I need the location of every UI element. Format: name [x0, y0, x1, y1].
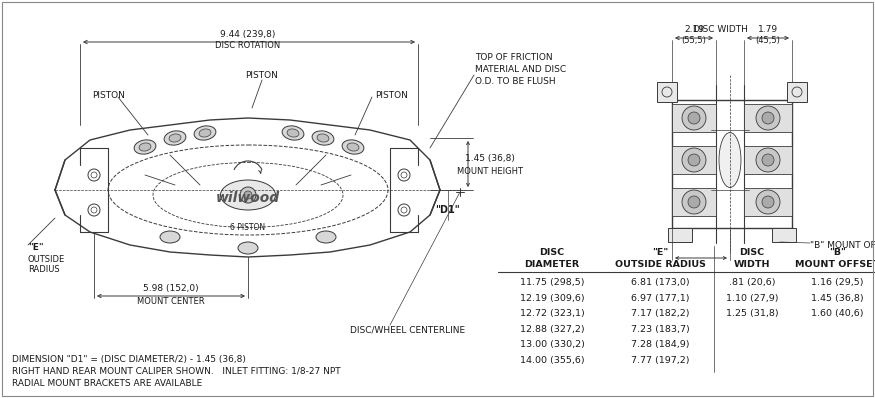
- Ellipse shape: [287, 129, 299, 137]
- Text: OUTSIDE RADIUS: OUTSIDE RADIUS: [614, 260, 705, 269]
- Text: "E": "E": [652, 248, 668, 257]
- Circle shape: [240, 187, 256, 203]
- Text: 1.25 (31,8): 1.25 (31,8): [725, 309, 779, 318]
- Circle shape: [756, 148, 780, 172]
- Text: PISTON: PISTON: [246, 70, 278, 80]
- Circle shape: [762, 154, 774, 166]
- Text: 6 PISTON: 6 PISTON: [230, 224, 266, 232]
- Text: DISC WIDTH: DISC WIDTH: [693, 25, 747, 35]
- Text: OUTSIDE: OUTSIDE: [28, 254, 66, 263]
- Text: "B" MOUNT OFFSET: "B" MOUNT OFFSET: [810, 240, 875, 250]
- Text: 2.19: 2.19: [684, 25, 704, 35]
- Circle shape: [244, 191, 252, 199]
- Text: PISTON: PISTON: [92, 90, 125, 100]
- Text: RADIAL MOUNT BRACKETS ARE AVAILABLE: RADIAL MOUNT BRACKETS ARE AVAILABLE: [12, 379, 202, 388]
- Text: 5.98 (152,0): 5.98 (152,0): [144, 283, 199, 293]
- Text: 1.16 (29,5): 1.16 (29,5): [811, 278, 864, 287]
- Text: 7.23 (183,7): 7.23 (183,7): [631, 325, 690, 334]
- Bar: [787, 82, 807, 102]
- Ellipse shape: [169, 134, 181, 142]
- Text: DISC: DISC: [539, 248, 564, 257]
- Text: "D1": "D1": [436, 205, 460, 215]
- Circle shape: [682, 148, 706, 172]
- Ellipse shape: [282, 126, 304, 140]
- Text: PISTON: PISTON: [375, 90, 408, 100]
- Bar: [772, 228, 796, 242]
- Text: DIMENSION "D1" = (DISC DIAMETER/2) - 1.45 (36,8): DIMENSION "D1" = (DISC DIAMETER/2) - 1.4…: [12, 355, 246, 364]
- Text: 11.75 (298,5): 11.75 (298,5): [520, 278, 584, 287]
- Circle shape: [762, 196, 774, 208]
- Text: 1.10 (27,9): 1.10 (27,9): [725, 294, 778, 303]
- Text: DISC/WHEEL CENTERLINE: DISC/WHEEL CENTERLINE: [350, 326, 465, 334]
- Ellipse shape: [312, 131, 334, 145]
- Text: WIDTH: WIDTH: [734, 260, 770, 269]
- Text: MOUNT CENTER: MOUNT CENTER: [137, 297, 205, 306]
- Text: 7.28 (184,9): 7.28 (184,9): [631, 340, 690, 349]
- Ellipse shape: [194, 126, 216, 140]
- Text: "B": "B": [830, 248, 846, 257]
- Text: DISC: DISC: [739, 248, 765, 257]
- Ellipse shape: [316, 231, 336, 243]
- Text: 12.72 (323,1): 12.72 (323,1): [520, 309, 584, 318]
- Text: 6.97 (177,1): 6.97 (177,1): [631, 294, 690, 303]
- Circle shape: [756, 106, 780, 130]
- Ellipse shape: [199, 129, 211, 137]
- Text: DISC ROTATION: DISC ROTATION: [215, 41, 281, 51]
- Text: 1.79: 1.79: [758, 25, 778, 35]
- Bar: [672, 104, 716, 132]
- Bar: [744, 104, 792, 132]
- Ellipse shape: [317, 134, 329, 142]
- Text: O.D. TO BE FLUSH: O.D. TO BE FLUSH: [475, 78, 556, 86]
- Text: MOUNT OFFSET: MOUNT OFFSET: [795, 260, 875, 269]
- Circle shape: [688, 154, 700, 166]
- Bar: [744, 146, 792, 174]
- Text: RADIUS: RADIUS: [28, 265, 60, 275]
- Text: 14.00 (355,6): 14.00 (355,6): [520, 356, 584, 365]
- Text: 9.44 (239,8): 9.44 (239,8): [220, 29, 276, 39]
- Ellipse shape: [220, 180, 276, 210]
- Ellipse shape: [139, 143, 151, 151]
- Ellipse shape: [160, 231, 180, 243]
- Text: RIGHT HAND REAR MOUNT CALIPER SHOWN.   INLET FITTING: 1/8-27 NPT: RIGHT HAND REAR MOUNT CALIPER SHOWN. INL…: [12, 367, 340, 376]
- Bar: [672, 188, 716, 216]
- Ellipse shape: [238, 242, 258, 254]
- Bar: [668, 228, 692, 242]
- Circle shape: [682, 190, 706, 214]
- Text: 12.88 (327,2): 12.88 (327,2): [520, 325, 584, 334]
- Ellipse shape: [347, 143, 359, 151]
- Text: (55,5): (55,5): [682, 37, 706, 45]
- Text: "E": "E": [28, 244, 44, 252]
- Text: 12.19 (309,6): 12.19 (309,6): [520, 294, 584, 303]
- Ellipse shape: [342, 140, 364, 154]
- Ellipse shape: [719, 133, 741, 187]
- Bar: [657, 82, 677, 102]
- Text: 7.77 (197,2): 7.77 (197,2): [631, 356, 690, 365]
- Text: 1.45 (36,8): 1.45 (36,8): [811, 294, 864, 303]
- Circle shape: [756, 190, 780, 214]
- Text: 13.00 (330,2): 13.00 (330,2): [520, 340, 584, 349]
- Ellipse shape: [164, 131, 186, 145]
- Bar: [744, 188, 792, 216]
- Text: wilwood: wilwood: [216, 191, 280, 205]
- Text: 6.81 (173,0): 6.81 (173,0): [631, 278, 690, 287]
- Circle shape: [682, 106, 706, 130]
- Text: MOUNT HEIGHT: MOUNT HEIGHT: [457, 166, 523, 176]
- Text: 1.45 (36,8): 1.45 (36,8): [466, 154, 514, 164]
- Text: 7.17 (182,2): 7.17 (182,2): [631, 309, 690, 318]
- Circle shape: [688, 112, 700, 124]
- Text: (45,5): (45,5): [756, 37, 780, 45]
- Text: DIAMETER: DIAMETER: [524, 260, 579, 269]
- Text: TOP OF FRICTION: TOP OF FRICTION: [475, 53, 553, 62]
- Circle shape: [762, 112, 774, 124]
- Ellipse shape: [134, 140, 156, 154]
- Text: MATERIAL AND DISC: MATERIAL AND DISC: [475, 66, 566, 74]
- Bar: [672, 146, 716, 174]
- Circle shape: [688, 196, 700, 208]
- Text: .81 (20,6): .81 (20,6): [729, 278, 775, 287]
- Text: 1.60 (40,6): 1.60 (40,6): [811, 309, 864, 318]
